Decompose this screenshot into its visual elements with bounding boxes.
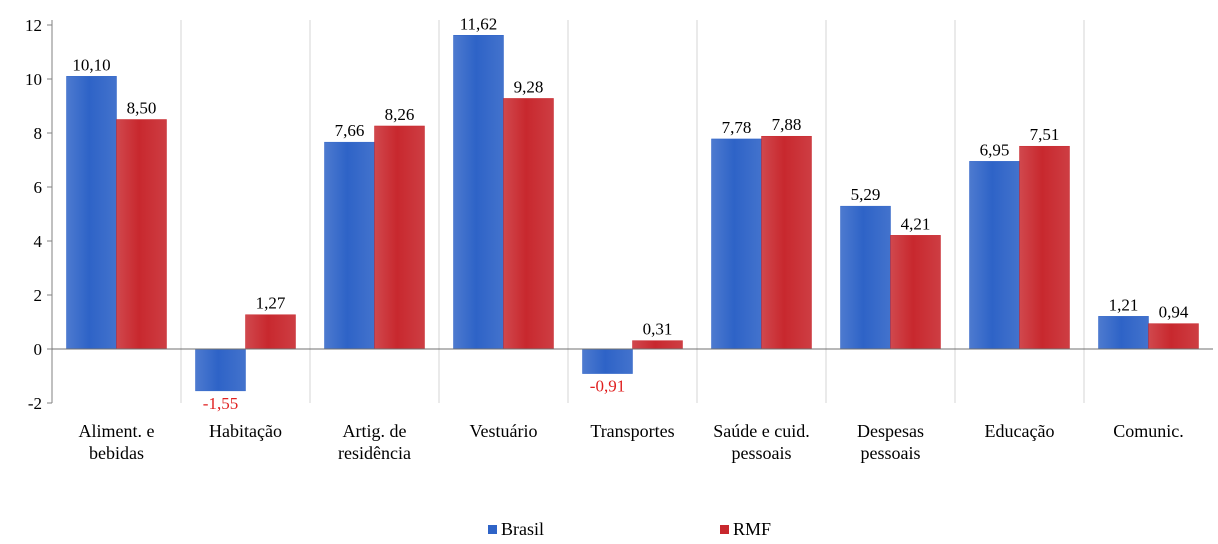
x-category-label: Artig. de residência xyxy=(338,421,411,463)
category-separators xyxy=(180,20,1085,403)
data-label: 1,21 xyxy=(1109,295,1139,314)
legend-label-brasil: Brasil xyxy=(501,519,544,539)
legend-swatch-brasil xyxy=(488,525,497,534)
y-tick-label: 2 xyxy=(34,286,43,305)
y-axis: -2 0 2 4 6 8 10 12 xyxy=(25,16,53,413)
data-label: 4,21 xyxy=(901,214,931,233)
y-tick-label: 10 xyxy=(25,70,42,89)
data-label: 0,94 xyxy=(1159,303,1189,322)
x-category-label: Saúde e cuid. pessoais xyxy=(713,421,809,463)
x-axis: Aliment. e bebidas Habitação Artig. de resid… xyxy=(52,348,1213,463)
data-label: 11,62 xyxy=(460,14,498,33)
bar-brasil-6 xyxy=(840,205,891,350)
bar-brasil-1 xyxy=(195,348,246,392)
data-label: 1,27 xyxy=(256,294,286,313)
data-label: 10,10 xyxy=(72,55,110,74)
x-category-label: Educação xyxy=(985,421,1055,441)
bar-brasil-2 xyxy=(324,141,375,350)
data-label: -1,55 xyxy=(203,394,238,413)
bar-brasil-5 xyxy=(711,138,762,350)
bar-brasil-0 xyxy=(66,76,117,350)
y-tick-label: 12 xyxy=(25,16,42,35)
y-tick-label: 8 xyxy=(34,124,43,143)
y-tick-label: 4 xyxy=(34,232,43,251)
data-label: 5,29 xyxy=(851,185,881,204)
data-label: 9,28 xyxy=(514,77,544,96)
x-category-label: Vestuário xyxy=(470,421,538,441)
x-category-label: Habitação xyxy=(209,421,282,441)
x-category-label: Despesas pessoais xyxy=(857,421,924,463)
x-category-label: Transportes xyxy=(590,421,674,441)
bar-brasil-7 xyxy=(969,161,1020,350)
data-label: 7,66 xyxy=(335,121,365,140)
bar-rmf-3 xyxy=(503,98,554,350)
bar-rmf-0 xyxy=(116,119,167,350)
bar-rmf-8 xyxy=(1148,323,1199,350)
data-label: 6,95 xyxy=(980,140,1010,159)
bars xyxy=(66,35,1199,392)
data-label: 7,51 xyxy=(1030,125,1060,144)
data-labels: 10,10 8,50 -1,55 1,27 7,66 8,26 11,62 9,28 -0,91… xyxy=(72,14,1189,413)
x-category-label: Aliment. e bebidas xyxy=(79,421,155,463)
bar-rmf-2 xyxy=(374,125,425,350)
bar-rmf-7 xyxy=(1019,145,1070,350)
bar-rmf-4 xyxy=(632,340,683,350)
y-tick-label: 0 xyxy=(34,340,43,359)
bar-rmf-6 xyxy=(890,235,941,350)
bar-brasil-8 xyxy=(1098,316,1149,350)
data-label: 0,31 xyxy=(643,320,673,339)
bar-rmf-1 xyxy=(245,314,296,350)
data-label: 7,78 xyxy=(722,118,752,137)
legend: Brasil RMF xyxy=(488,519,771,539)
bar-rmf-5 xyxy=(761,135,812,350)
data-label: 8,26 xyxy=(385,105,415,124)
data-label: 8,50 xyxy=(127,99,157,118)
x-category-label: Comunic. xyxy=(1113,421,1184,441)
y-tick-label: -2 xyxy=(28,394,42,413)
y-tick-label: 6 xyxy=(34,178,43,197)
data-label: 7,88 xyxy=(772,115,802,134)
legend-label-rmf: RMF xyxy=(733,519,771,539)
data-label: -0,91 xyxy=(590,377,625,396)
legend-swatch-rmf xyxy=(720,525,729,534)
bar-brasil-4 xyxy=(582,348,633,374)
bar-brasil-3 xyxy=(453,35,504,350)
